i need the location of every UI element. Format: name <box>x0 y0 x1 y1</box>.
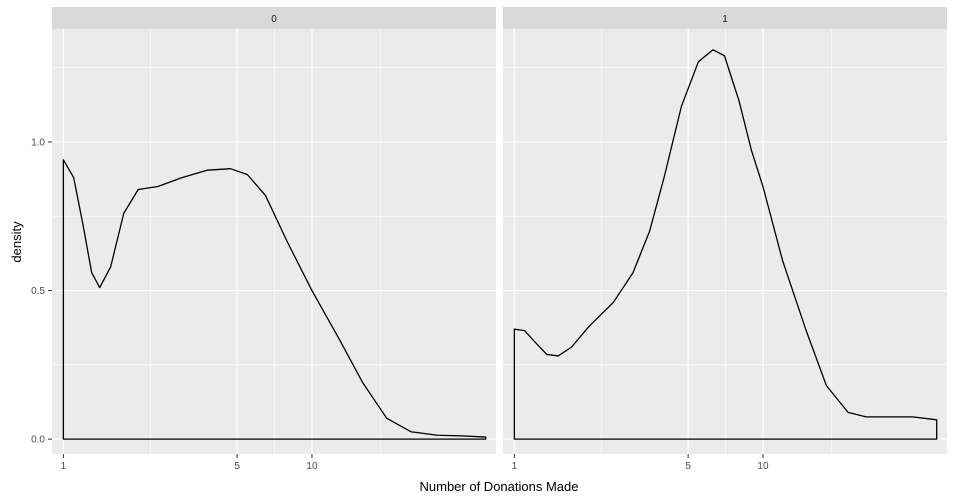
y-axis-title: density <box>9 221 24 263</box>
facet-strip-0 <box>52 7 496 29</box>
x-tick-label-0-0: 1 <box>61 461 67 472</box>
density-curve-0 <box>62 159 487 440</box>
plot-panel-0 <box>52 29 496 454</box>
x-tick-label-1-0: 1 <box>512 461 518 472</box>
facet-strip-label-0: 0 <box>271 14 277 25</box>
facet-panel-0: 0 <box>52 7 496 454</box>
facet-strip-label-1: 1 <box>722 14 728 25</box>
x-tick-label-0-1: 5 <box>234 461 240 472</box>
x-axis-0: 1 5 10 <box>61 454 318 472</box>
x-tick-label-0-2: 10 <box>306 461 318 472</box>
density-curve-1 <box>513 49 938 440</box>
x-axis-1: 1 5 10 <box>512 454 769 472</box>
plot-panel-1 <box>503 29 947 454</box>
facet-strip-1 <box>503 7 947 29</box>
y-axis: 0.0 0.5 1.0 <box>31 137 52 446</box>
x-axis-title: Number of Donations Made <box>420 479 579 494</box>
x-tick-label-1-1: 5 <box>685 461 691 472</box>
facet-panel-1: 1 <box>503 7 947 454</box>
y-tick-label-1: 0.5 <box>31 286 45 297</box>
x-tick-label-1-2: 10 <box>757 461 769 472</box>
y-tick-label-0: 0.0 <box>31 435 45 446</box>
y-tick-label-2: 1.0 <box>31 137 45 148</box>
